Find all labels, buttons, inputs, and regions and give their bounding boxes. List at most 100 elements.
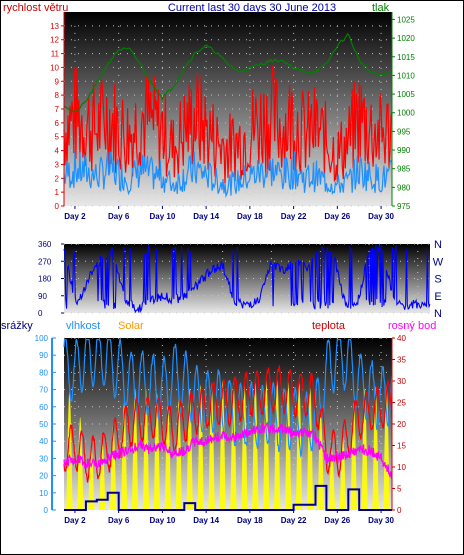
wind-direction-compass-label-1: W — [433, 256, 444, 268]
wind-speed-tick-label-9: 9 — [55, 77, 60, 86]
humidity-tick-label-5: 50 — [39, 420, 48, 429]
wind-direction-degree-ticks: 0 90 180 270 360 — [38, 240, 64, 318]
wind-pressure-day-tick-label-1: Day 6 — [108, 212, 130, 221]
humidity-line — [63, 338, 393, 458]
wind-speed-tick-label-13: 13 — [50, 22, 59, 31]
wind-speed-tick-label-4: 4 — [55, 147, 60, 156]
humidity-tick-label-6: 60 — [39, 403, 48, 412]
temperature-tick-label-3: 15 — [397, 442, 406, 451]
pressure-axis-label: tlak — [372, 2, 390, 14]
humidity-ticks: 0 10 20 30 40 50 60 70 80 90 100 — [35, 334, 56, 515]
wind-direction-compass-label-2: S — [434, 274, 441, 286]
wind-direction-degree-tick-label-1: 90 — [38, 292, 47, 301]
rain-line — [64, 484, 392, 511]
temperature-humidity-day-tick-label-0: Day 2 — [64, 516, 86, 525]
solar-label: Solar — [118, 320, 144, 332]
wind-pressure-day-tick-label-2: Day 10 — [150, 212, 176, 221]
temperature-tick-label-2: 10 — [397, 463, 406, 472]
wind-speed-tick-label-5: 5 — [55, 133, 60, 142]
humidity-tick-label-3: 30 — [39, 454, 48, 463]
temperature-tick-label-0: 0 — [397, 506, 402, 515]
pressure-tick-label-3: 990 — [397, 146, 411, 155]
pressure-ticks: 975 980 985 990 995 1000 1005 1010 1015 1020 1025 — [392, 15, 415, 211]
temperature-humidity-day-tick-label-7: Day 30 — [368, 516, 394, 525]
wind-direction-compass-label-3: E — [434, 291, 441, 303]
wind-direction-degree-tick-label-3: 270 — [38, 257, 52, 266]
temperature-line — [63, 364, 393, 483]
pressure-tick-label-1: 980 — [397, 183, 411, 192]
temperature-humidity-day-tick-label-5: Day 22 — [281, 516, 307, 525]
wind-direction-grid — [64, 243, 430, 314]
humidity-tick-label-9: 90 — [39, 351, 48, 360]
humidity-tick-label-7: 70 — [39, 386, 48, 395]
pressure-tick-label-0: 975 — [397, 202, 411, 211]
wind-direction-series — [63, 244, 431, 314]
wind-speed-tick-label-6: 6 — [55, 119, 60, 128]
temperature-ticks: 0 5 10 15 20 25 30 35 40 — [392, 334, 406, 515]
wind-pressure-series — [63, 32, 393, 199]
humidity-tick-label-8: 80 — [39, 368, 48, 377]
wind-pressure-day-tick-label-4: Day 18 — [237, 212, 263, 221]
solar-area — [64, 376, 392, 510]
temperature-humidity-day-tick-label-6: Day 26 — [324, 516, 350, 525]
pressure-line — [63, 32, 393, 113]
humidity-tick-label-10: 100 — [35, 334, 49, 343]
pressure-tick-label-5: 1000 — [397, 109, 415, 118]
pressure-tick-label-9: 1020 — [397, 34, 415, 43]
wind-pressure-day-tick-label-0: Day 2 — [64, 212, 86, 221]
wind-pressure-day-tick-label-7: Day 30 — [368, 212, 394, 221]
wind-direction-degree-tick-label-0: 0 — [38, 309, 43, 318]
temperature-tick-label-4: 20 — [397, 420, 406, 429]
temperature-tick-label-6: 30 — [397, 377, 406, 386]
temperature-tick-label-8: 40 — [397, 334, 406, 343]
temperature-tick-label-5: 25 — [397, 399, 406, 408]
wind-speed-tick-label-7: 7 — [55, 105, 60, 114]
temperature-tick-label-7: 35 — [397, 356, 406, 365]
wind-pressure-day-tick-label-5: Day 22 — [281, 212, 307, 221]
wind-direction-compass-label-0: N — [434, 239, 442, 251]
pressure-tick-label-4: 995 — [397, 127, 411, 136]
humidity-tick-label-1: 10 — [39, 489, 48, 498]
wind-speed-tick-label-10: 10 — [50, 63, 59, 72]
humidity-label: vlhkost — [66, 320, 100, 332]
pressure-tick-label-8: 1015 — [397, 53, 415, 62]
wind-average-line — [63, 151, 393, 199]
wind-pressure-day-tick-label-3: Day 14 — [193, 212, 219, 221]
wind-direction-degree-tick-label-2: 180 — [38, 275, 52, 284]
wind-speed-axis-label: rychlost větru — [3, 2, 68, 14]
pressure-tick-label-2: 985 — [397, 165, 411, 174]
wind-speed-tick-label-1: 1 — [55, 188, 60, 197]
wind-direction-degree-tick-label-4: 360 — [38, 240, 52, 249]
wind-direction-compass-label-4: N — [434, 308, 442, 320]
wind-pressure-day-ticks: Day 2 Day 6 Day 10 Day 14 Day 18 Day 22 Day 26… — [64, 206, 395, 221]
wind-pressure-day-tick-label-6: Day 26 — [324, 212, 350, 221]
temperature-humidity-day-tick-label-2: Day 10 — [150, 516, 176, 525]
humidity-tick-label-4: 40 — [39, 437, 48, 446]
wind-speed-tick-label-2: 2 — [55, 174, 60, 183]
pressure-tick-label-10: 1025 — [397, 15, 415, 24]
pressure-tick-label-7: 1010 — [397, 71, 415, 80]
temperature-humidity-day-tick-label-3: Day 14 — [193, 516, 219, 525]
dew-point-label: rosný bod — [388, 320, 436, 332]
temperature-humidity-day-ticks: Day 2 Day 6 Day 10 Day 14 Day 18 Day 22 Day 26… — [64, 510, 395, 525]
temperature-humidity-day-tick-label-1: Day 6 — [108, 516, 130, 525]
rain-label: srážky — [1, 320, 33, 332]
wind-speed-tick-label-0: 0 — [55, 202, 60, 211]
temperature-label: teplota — [312, 320, 346, 332]
wind-speed-tick-label-8: 8 — [55, 91, 60, 100]
humidity-tick-label-2: 20 — [39, 472, 48, 481]
temperature-humidity-series — [63, 338, 393, 511]
dew-point-line — [63, 421, 393, 479]
humidity-tick-label-0: 0 — [44, 506, 49, 515]
wind-speed-tick-label-11: 11 — [51, 50, 60, 59]
chart-title: Current last 30 days 30 June 2013 — [168, 2, 336, 14]
temperature-tick-label-1: 5 — [397, 485, 402, 494]
wind-speed-tick-label-12: 12 — [50, 36, 59, 45]
pressure-tick-label-6: 1005 — [397, 90, 415, 99]
